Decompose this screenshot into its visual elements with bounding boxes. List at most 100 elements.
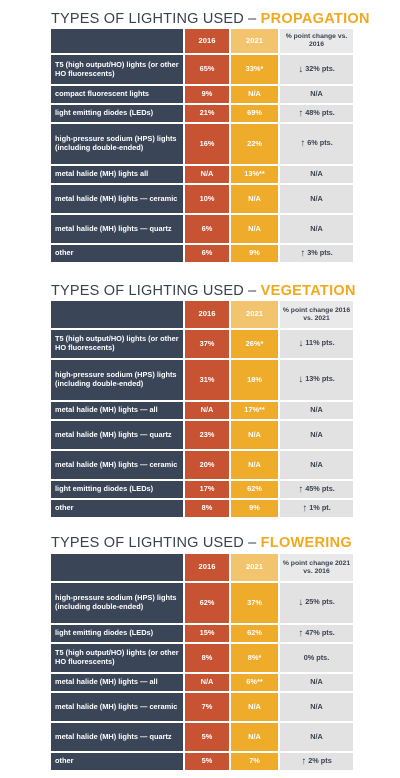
value-2021: N/A — [229, 215, 278, 243]
row-label: light emitting diodes (LEDs) — [51, 625, 183, 642]
value-2016: 6% — [183, 215, 229, 243]
value-2016: 8% — [183, 500, 229, 517]
table-row: metal halide (MH) lights — ceramic 10% N… — [51, 185, 353, 213]
value-2016: 7% — [183, 693, 229, 721]
row-label: metal halide (MH) lights — ceramic — [51, 451, 183, 479]
up-arrow-icon: ↑ — [300, 138, 306, 150]
change-cell: N/A — [278, 723, 353, 751]
value-2016: 21% — [183, 105, 229, 122]
table-row: other 8% 9% ↑ 1% pt. — [51, 500, 353, 517]
header-row: 2016 2021 % point change vs. 2016 — [51, 29, 353, 53]
value-2016: 5% — [183, 753, 229, 770]
table-row: high-pressure sodium (HPS) lights (inclu… — [51, 583, 353, 623]
value-2021: 7% — [229, 753, 278, 770]
value-2021: N/A — [229, 451, 278, 479]
change-value: N/A — [310, 89, 323, 99]
header-2021: 2021 — [229, 29, 278, 53]
title-prefix: TYPES OF LIGHTING USED – — [51, 283, 261, 299]
title-prefix: TYPES OF LIGHTING USED – — [51, 535, 261, 551]
up-arrow-icon: ↑ — [298, 107, 304, 119]
change-value: 2% pts — [308, 755, 332, 765]
value-2016: 23% — [183, 421, 229, 449]
change-cell: ↓ 11% pts. — [278, 330, 353, 358]
change-cell: N/A — [278, 402, 353, 419]
header-row: 2016 2021 % point change 2016 vs. 2021 — [51, 301, 353, 328]
value-2021: 18% — [229, 360, 278, 400]
row-label: T5 (high output/HO) lights (or other HO … — [51, 330, 183, 358]
table-row: metal halide (MH) lights all N/A 13%** N… — [51, 166, 353, 183]
header-2021: 2021 — [229, 554, 278, 581]
row-label: high-pressure sodium (HPS) lights (inclu… — [51, 124, 183, 164]
row-label: high-pressure sodium (HPS) lights (inclu… — [51, 360, 183, 400]
value-2016: 31% — [183, 360, 229, 400]
change-cell: ↓ 32% pts. — [278, 55, 353, 84]
change-cell: N/A — [278, 215, 353, 243]
change-cell: 0% pts. — [278, 644, 353, 672]
change-value: 47% pts. — [305, 627, 335, 637]
header-blank — [51, 29, 183, 53]
change-cell: N/A — [278, 451, 353, 479]
lighting-table: 2016 2021 % point change 2016 vs. 2021 T… — [51, 299, 353, 519]
change-cell: ↓ 25% pts. — [278, 583, 353, 623]
table-row: high-pressure sodium (HPS) lights (inclu… — [51, 360, 353, 400]
down-arrow-icon: ↓ — [298, 374, 304, 386]
value-2021: 26%* — [229, 330, 278, 358]
change-value: N/A — [310, 429, 323, 439]
change-cell: ↑ 3% pts. — [278, 245, 353, 262]
change-value: N/A — [310, 701, 323, 711]
header-2016: 2016 — [183, 554, 229, 581]
table-row: metal halide (MH) lights — all N/A 6%** … — [51, 674, 353, 691]
row-label: metal halide (MH) lights — ceramic — [51, 185, 183, 213]
value-2021: N/A — [229, 723, 278, 751]
row-label: light emitting diodes (LEDs) — [51, 105, 183, 122]
table-row: high-pressure sodium (HPS) lights (inclu… — [51, 124, 353, 164]
table-row: metal halide (MH) lights — quartz 23% N/… — [51, 421, 353, 449]
change-value: N/A — [310, 677, 323, 687]
table-row: T5 (high output/HO) lights (or other HO … — [51, 330, 353, 358]
value-2016: 16% — [183, 124, 229, 164]
value-2016: 15% — [183, 625, 229, 642]
section-title: TYPES OF LIGHTING USED – FLOWERING — [51, 534, 371, 552]
value-2021: 17%** — [229, 402, 278, 419]
header-change: % point change 2021 vs. 2016 — [278, 554, 353, 581]
value-2016: N/A — [183, 402, 229, 419]
change-value: 1% pt. — [309, 502, 331, 512]
value-2016: 17% — [183, 481, 229, 498]
row-label: metal halide (MH) lights — quartz — [51, 421, 183, 449]
value-2021: N/A — [229, 86, 278, 103]
row-label: metal halide (MH) lights — all — [51, 674, 183, 691]
header-blank — [51, 554, 183, 581]
change-cell: ↓ 13% pts. — [278, 360, 353, 400]
change-cell: ↑ 6% pts. — [278, 124, 353, 164]
header-row: 2016 2021 % point change 2021 vs. 2016 — [51, 554, 353, 581]
value-2021: 8%* — [229, 644, 278, 672]
value-2021: 9% — [229, 245, 278, 262]
change-cell: ↑ 48% pts. — [278, 105, 353, 122]
header-blank — [51, 301, 183, 328]
row-label: T5 (high output/HO) lights (or other HO … — [51, 55, 183, 84]
row-label: light emitting diodes (LEDs) — [51, 481, 183, 498]
table-row: T5 (high output/HO) lights (or other HO … — [51, 55, 353, 84]
table-row: light emitting diodes (LEDs) 15% 62% ↑ 47… — [51, 625, 353, 642]
table-row: compact fluorescent lights 9% N/A N/A — [51, 86, 353, 103]
row-label: metal halide (MH) lights — ceramic — [51, 693, 183, 721]
change-cell: ↑ 1% pt. — [278, 500, 353, 517]
down-arrow-icon: ↓ — [298, 597, 304, 609]
row-label: high-pressure sodium (HPS) lights (inclu… — [51, 583, 183, 623]
row-label: T5 (high output/HO) lights (or other HO … — [51, 644, 183, 672]
change-value: 6% pts. — [307, 138, 333, 148]
value-2016: 6% — [183, 245, 229, 262]
table-row: T5 (high output/HO) lights (or other HO … — [51, 644, 353, 672]
change-value: 48% pts. — [305, 107, 335, 117]
value-2021: 13%** — [229, 166, 278, 183]
title-highlight: VEGETATION — [260, 283, 356, 299]
change-value: 0% pts. — [303, 652, 330, 662]
change-value: 13% pts. — [305, 374, 335, 384]
title-highlight: FLOWERING — [260, 535, 352, 551]
change-cell: ↑ 2% pts — [278, 753, 353, 770]
row-label: metal halide (MH) lights all — [51, 166, 183, 183]
table-row: metal halide (MH) lights — quartz 6% N/A… — [51, 215, 353, 243]
row-label: other — [51, 753, 183, 770]
value-2021: 69% — [229, 105, 278, 122]
header-change: % point change 2016 vs. 2021 — [278, 301, 353, 328]
